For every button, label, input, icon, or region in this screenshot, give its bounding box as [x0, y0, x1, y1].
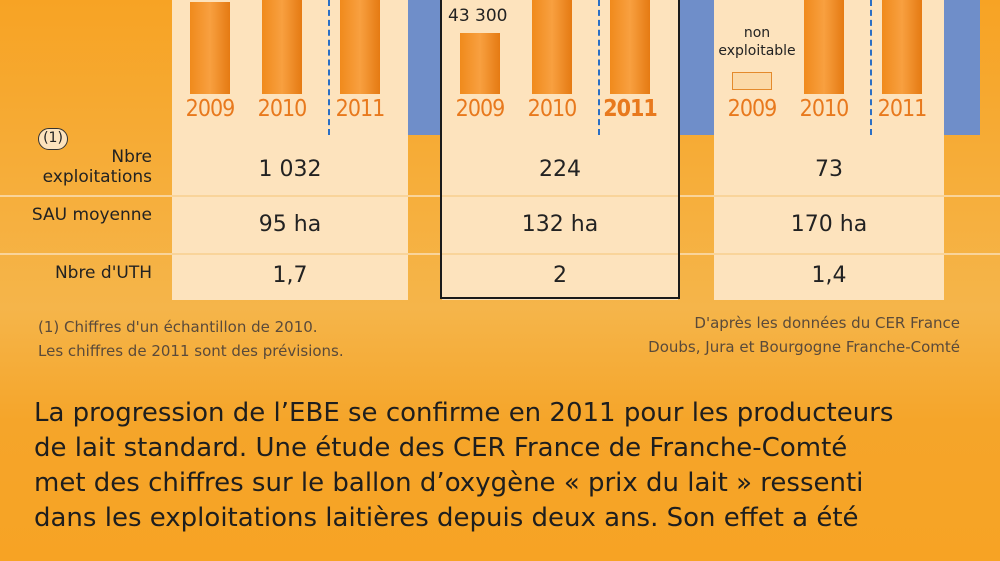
table-cell: 1,7 — [272, 263, 308, 288]
table-col-3-background — [714, 135, 944, 300]
x-tick-label: 2010 — [257, 96, 308, 122]
bar — [532, 0, 572, 94]
bar — [190, 2, 230, 94]
bar — [460, 33, 500, 94]
source-line-1: D'après les données du CER France — [694, 314, 960, 332]
x-tick-label: 2009 — [455, 96, 506, 122]
table-row: SAU moyenne 95 ha 132 ha 170 ha — [0, 197, 1000, 255]
x-tick-label: 2011 — [603, 96, 658, 122]
table-col-1-background — [172, 135, 408, 300]
not-available-marker — [732, 72, 772, 90]
highlight-panel-border — [440, 0, 680, 299]
year-divider — [598, 0, 600, 135]
table-cell: 132 ha — [521, 212, 599, 237]
x-tick-label: 2010 — [799, 96, 850, 122]
bar — [340, 0, 380, 94]
article-paragraph: La progression de l’EBE se confirme en 2… — [34, 396, 984, 536]
year-divider — [328, 0, 330, 135]
paragraph-line: dans les exploitations laitières depuis … — [34, 503, 859, 533]
bar — [610, 0, 650, 94]
bar — [262, 0, 302, 94]
table-col-2-background — [442, 135, 678, 300]
bar — [882, 0, 922, 94]
footnote-line-1: (1) Chiffres d'un échantillon de 2010. — [38, 318, 318, 336]
not-available-label: non exploitable — [718, 25, 796, 59]
table-row: Nbre d'UTH 1,7 2 1,4 — [0, 255, 1000, 295]
footnote-line-2: Les chiffres de 2011 sont des prévisions… — [38, 342, 344, 360]
table-cell: 1,4 — [811, 263, 847, 288]
bar-value-label: 43 300 — [448, 6, 508, 26]
blue-separator-3 — [944, 0, 980, 135]
table-cell: 1 032 — [258, 157, 322, 182]
table-cell: 170 ha — [790, 212, 868, 237]
x-tick-label: 2011 — [877, 96, 928, 122]
x-tick-label: 2010 — [527, 96, 578, 122]
row-label: SAU moyenne — [31, 205, 152, 225]
table-cell: 224 — [539, 157, 581, 182]
blue-separator-1 — [408, 0, 442, 135]
table-cell: 95 ha — [258, 212, 322, 237]
bar — [804, 0, 844, 94]
table-cell: 73 — [815, 157, 843, 182]
row-label: Nbre exploitations — [42, 147, 152, 187]
paragraph-line: met des chiffres sur le ballon d’oxygène… — [34, 468, 864, 498]
blue-separator-2 — [678, 0, 714, 135]
table-row: Nbre exploitations 1 032 224 73 — [0, 135, 1000, 197]
row-label: Nbre d'UTH — [54, 263, 152, 283]
x-tick-label: 2011 — [335, 96, 386, 122]
source-line-2: Doubs, Jura et Bourgogne Franche-Comté — [648, 338, 960, 356]
x-tick-label: 2009 — [185, 96, 236, 122]
bar-chart: 2009 2010 2011 43 300 2009 2010 2011 non exploi… — [0, 0, 1000, 135]
x-tick-label: 2009 — [727, 96, 778, 122]
data-table: Nbre exploitations 1 032 224 73 SAU moye… — [0, 135, 1000, 300]
footnote-marker: (1) — [38, 128, 68, 150]
paragraph-line: La progression de l’EBE se confirme en 2… — [34, 398, 894, 428]
year-divider — [870, 0, 872, 135]
table-cell: 2 — [553, 263, 567, 288]
paragraph-line: de lait standard. Une étude des CER Fran… — [34, 433, 848, 463]
